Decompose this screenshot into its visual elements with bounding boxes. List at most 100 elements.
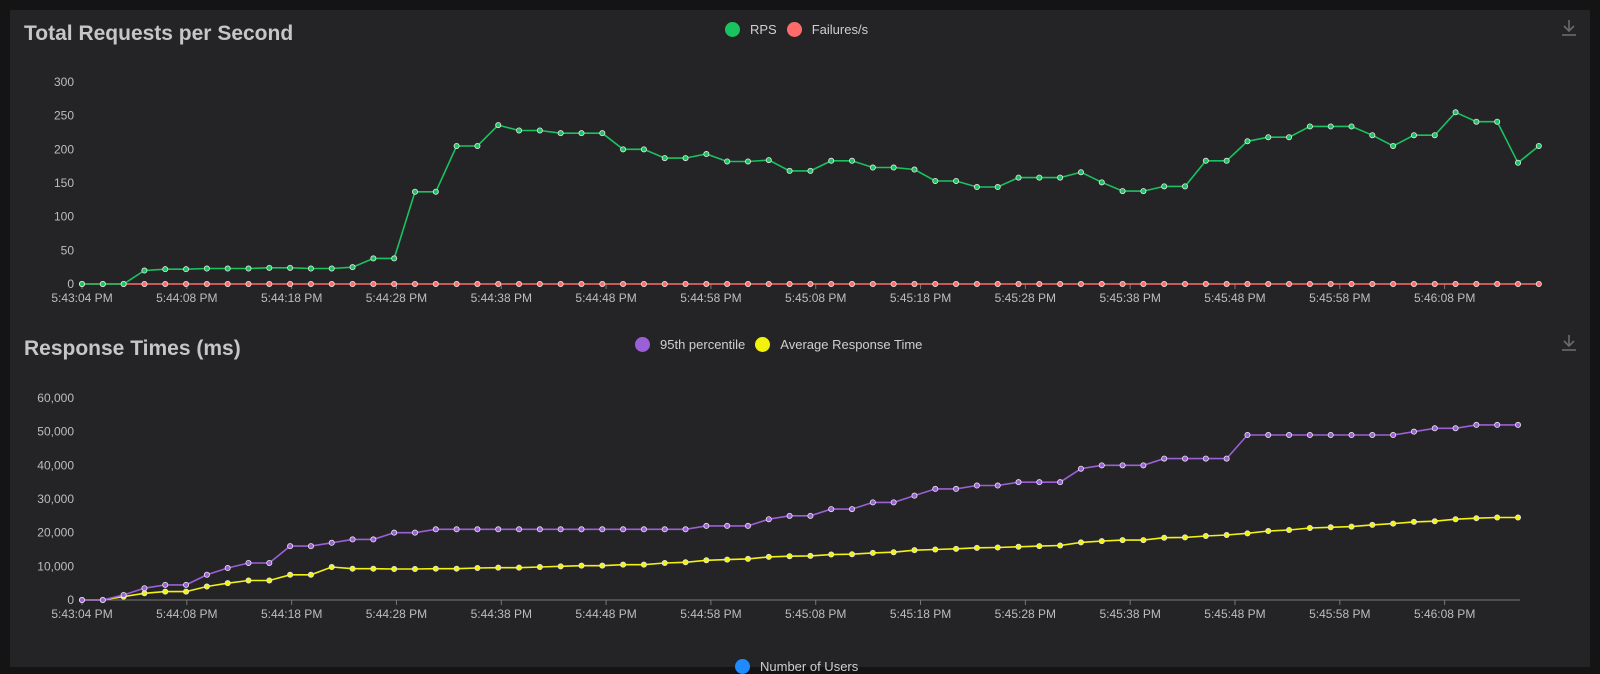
data-point-average-response-time[interactable] [932, 546, 939, 553]
data-point-rps[interactable] [1327, 123, 1334, 130]
data-point-failures-s[interactable] [1306, 280, 1313, 287]
download-icon[interactable] [1560, 18, 1578, 38]
data-point-average-response-time[interactable] [703, 557, 710, 564]
data-point-failures-s[interactable] [1494, 280, 1501, 287]
data-point-rps[interactable] [349, 264, 356, 271]
data-point-average-response-time[interactable] [370, 565, 377, 572]
data-point-failures-s[interactable] [661, 280, 668, 287]
data-point-95th-percentile[interactable] [786, 512, 793, 519]
data-point-average-response-time[interactable] [1265, 527, 1272, 534]
data-point-rps[interactable] [661, 155, 668, 162]
data-point-average-response-time[interactable] [287, 571, 294, 578]
data-point-rps[interactable] [370, 255, 377, 262]
data-point-average-response-time[interactable] [578, 562, 585, 569]
data-point-rps[interactable] [474, 142, 481, 149]
data-point-rps[interactable] [1431, 132, 1438, 139]
data-point-rps[interactable] [640, 146, 647, 153]
data-point-average-response-time[interactable] [849, 551, 856, 558]
data-point-95th-percentile[interactable] [807, 512, 814, 519]
data-point-failures-s[interactable] [1390, 280, 1397, 287]
data-point-failures-s[interactable] [1140, 280, 1147, 287]
data-point-95th-percentile[interactable] [1244, 432, 1251, 439]
data-point-failures-s[interactable] [411, 280, 418, 287]
data-point-95th-percentile[interactable] [953, 485, 960, 492]
data-point-rps[interactable] [162, 266, 169, 273]
data-point-failures-s[interactable] [1057, 280, 1064, 287]
data-point-failures-s[interactable] [1327, 280, 1334, 287]
data-point-95th-percentile[interactable] [536, 526, 543, 533]
data-point-95th-percentile[interactable] [911, 492, 918, 499]
data-point-95th-percentile[interactable] [203, 571, 210, 578]
data-point-rps[interactable] [79, 280, 86, 287]
data-point-failures-s[interactable] [953, 280, 960, 287]
data-point-average-response-time[interactable] [807, 552, 814, 559]
data-point-failures-s[interactable] [1473, 280, 1480, 287]
data-point-rps[interactable] [849, 157, 856, 164]
data-point-95th-percentile[interactable] [765, 516, 772, 523]
data-point-average-response-time[interactable] [1369, 521, 1376, 528]
data-point-95th-percentile[interactable] [474, 526, 481, 533]
data-point-rps[interactable] [620, 146, 627, 153]
data-point-failures-s[interactable] [1265, 280, 1272, 287]
data-point-average-response-time[interactable] [1286, 526, 1293, 533]
data-point-failures-s[interactable] [869, 280, 876, 287]
download-icon[interactable] [1560, 333, 1578, 353]
data-point-rps[interactable] [1077, 169, 1084, 176]
data-point-95th-percentile[interactable] [1077, 465, 1084, 472]
data-point-average-response-time[interactable] [890, 549, 897, 556]
data-point-95th-percentile[interactable] [1119, 462, 1126, 469]
data-point-average-response-time[interactable] [266, 577, 273, 584]
data-point-95th-percentile[interactable] [411, 529, 418, 536]
data-point-average-response-time[interactable] [1306, 524, 1313, 531]
data-point-average-response-time[interactable] [245, 577, 252, 584]
data-point-failures-s[interactable] [307, 280, 314, 287]
data-point-rps[interactable] [1494, 118, 1501, 125]
data-point-failures-s[interactable] [1223, 280, 1230, 287]
data-point-failures-s[interactable] [370, 280, 377, 287]
data-point-95th-percentile[interactable] [183, 581, 190, 588]
data-point-failures-s[interactable] [1452, 280, 1459, 287]
data-point-average-response-time[interactable] [307, 571, 314, 578]
data-point-failures-s[interactable] [807, 280, 814, 287]
data-point-average-response-time[interactable] [682, 559, 689, 566]
data-point-95th-percentile[interactable] [370, 536, 377, 543]
data-point-failures-s[interactable] [828, 280, 835, 287]
data-point-rps[interactable] [682, 155, 689, 162]
data-point-95th-percentile[interactable] [682, 526, 689, 533]
data-point-failures-s[interactable] [183, 280, 190, 287]
data-point-failures-s[interactable] [1077, 280, 1084, 287]
data-point-average-response-time[interactable] [495, 564, 502, 571]
data-point-failures-s[interactable] [724, 280, 731, 287]
data-point-average-response-time[interactable] [203, 583, 210, 590]
data-point-failures-s[interactable] [620, 280, 627, 287]
data-point-95th-percentile[interactable] [869, 499, 876, 506]
data-point-failures-s[interactable] [1410, 280, 1417, 287]
data-point-rps[interactable] [1036, 174, 1043, 181]
data-point-rps[interactable] [932, 177, 939, 184]
data-point-rps[interactable] [890, 164, 897, 171]
data-point-rps[interactable] [1473, 118, 1480, 125]
data-point-rps[interactable] [1452, 109, 1459, 116]
data-point-average-response-time[interactable] [828, 551, 835, 558]
data-point-rps[interactable] [765, 157, 772, 164]
data-point-average-response-time[interactable] [349, 565, 356, 572]
data-point-rps[interactable] [869, 164, 876, 171]
data-point-rps[interactable] [328, 265, 335, 272]
data-point-rps[interactable] [578, 130, 585, 137]
data-point-95th-percentile[interactable] [1286, 432, 1293, 439]
legend-item-95th[interactable]: 95th percentile [635, 337, 745, 352]
data-point-rps[interactable] [1286, 134, 1293, 141]
data-point-failures-s[interactable] [911, 280, 918, 287]
data-point-rps[interactable] [1098, 179, 1105, 186]
data-point-average-response-time[interactable] [765, 553, 772, 560]
data-point-95th-percentile[interactable] [1390, 432, 1397, 439]
data-point-rps[interactable] [724, 158, 731, 165]
data-point-failures-s[interactable] [349, 280, 356, 287]
data-point-failures-s[interactable] [245, 280, 252, 287]
data-point-95th-percentile[interactable] [578, 526, 585, 533]
data-point-average-response-time[interactable] [744, 555, 751, 562]
data-point-failures-s[interactable] [1244, 280, 1251, 287]
data-point-average-response-time[interactable] [557, 563, 564, 570]
data-point-average-response-time[interactable] [1494, 514, 1501, 521]
data-point-rps[interactable] [411, 188, 418, 195]
